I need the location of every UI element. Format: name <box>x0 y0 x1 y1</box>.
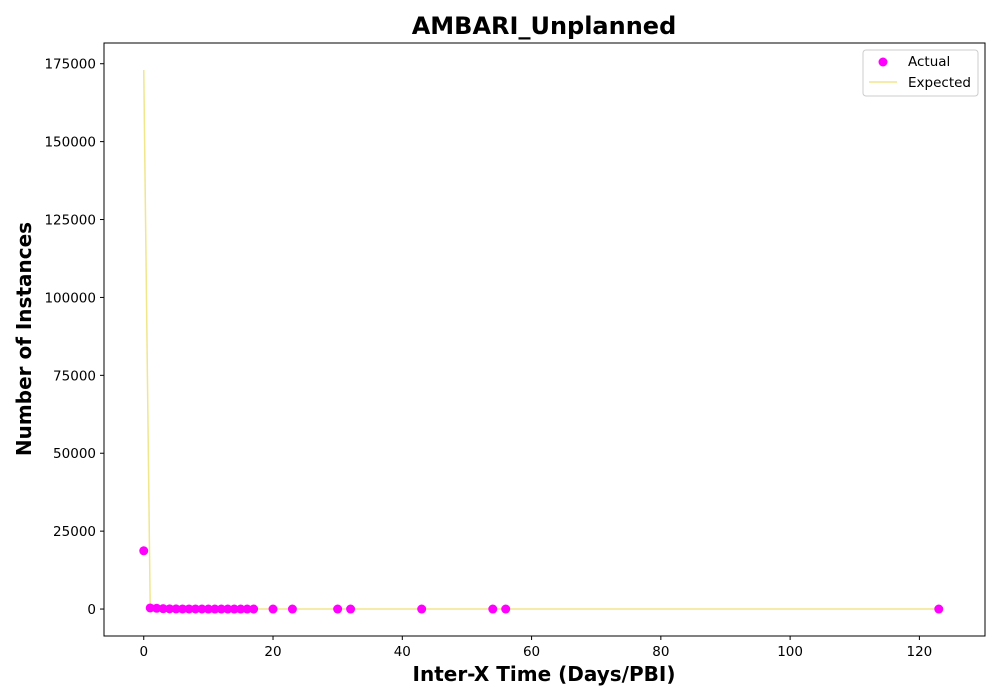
x-axis-label: Inter-X Time (Days/PBI) <box>413 662 676 686</box>
data-point <box>488 605 497 614</box>
y-tick-label: 125000 <box>44 213 96 229</box>
data-point <box>417 605 426 614</box>
series-actual-points <box>139 546 943 613</box>
x-tick-label: 100 <box>777 644 803 660</box>
y-tick-label: 0 <box>87 602 96 618</box>
y-tick-label: 75000 <box>53 368 96 384</box>
data-point <box>346 605 355 614</box>
data-point <box>501 605 510 614</box>
y-tick-label: 50000 <box>53 446 96 462</box>
legend: Actual Expected <box>863 50 978 96</box>
chart-title: AMBARI_Unplanned <box>412 12 677 40</box>
series-expected-line <box>144 70 939 609</box>
plot-frame <box>104 43 985 636</box>
data-point <box>934 605 943 614</box>
x-tick-label: 20 <box>264 644 281 660</box>
y-tick-label: 150000 <box>44 135 96 151</box>
x-tick-label: 120 <box>907 644 933 660</box>
data-point <box>139 546 148 555</box>
legend-actual-marker <box>879 58 888 67</box>
y-tick-label: 25000 <box>53 524 96 540</box>
data-point <box>288 605 297 614</box>
x-tick-label: 40 <box>394 644 411 660</box>
x-tick-label: 0 <box>139 644 148 660</box>
y-tick-label: 175000 <box>44 57 96 73</box>
data-point <box>269 605 278 614</box>
legend-actual-label: Actual <box>908 54 950 70</box>
legend-expected-label: Expected <box>908 75 971 91</box>
x-tick-label: 80 <box>652 644 669 660</box>
data-point <box>249 605 258 614</box>
y-tick-label: 100000 <box>44 290 96 306</box>
plot-area <box>139 70 943 614</box>
x-tick-label: 60 <box>523 644 540 660</box>
x-axis: 0 20 40 60 80 100 120 <box>139 636 932 660</box>
y-axis: 0 25000 50000 75000 100000 125000 150000 175000 <box>44 57 104 618</box>
data-point <box>333 605 342 614</box>
y-axis-label: Number of Instances <box>12 222 36 456</box>
